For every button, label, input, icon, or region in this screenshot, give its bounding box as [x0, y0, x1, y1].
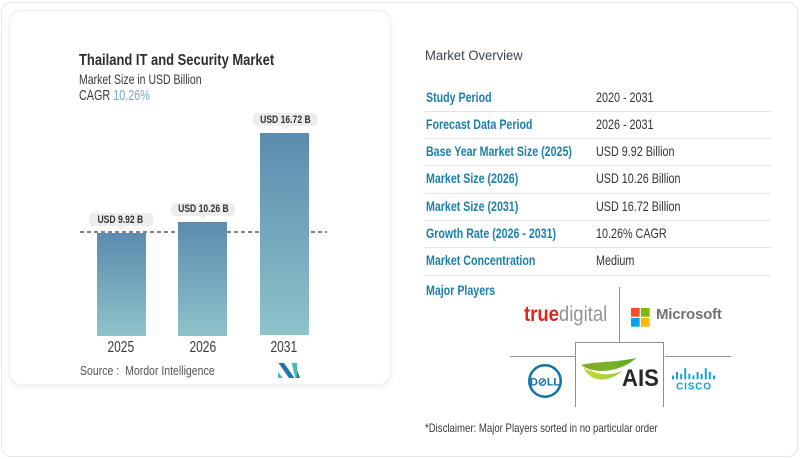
svg-text:CISCO: CISCO — [676, 382, 712, 392]
svg-text:D⊘LL: D⊘LL — [530, 377, 560, 389]
